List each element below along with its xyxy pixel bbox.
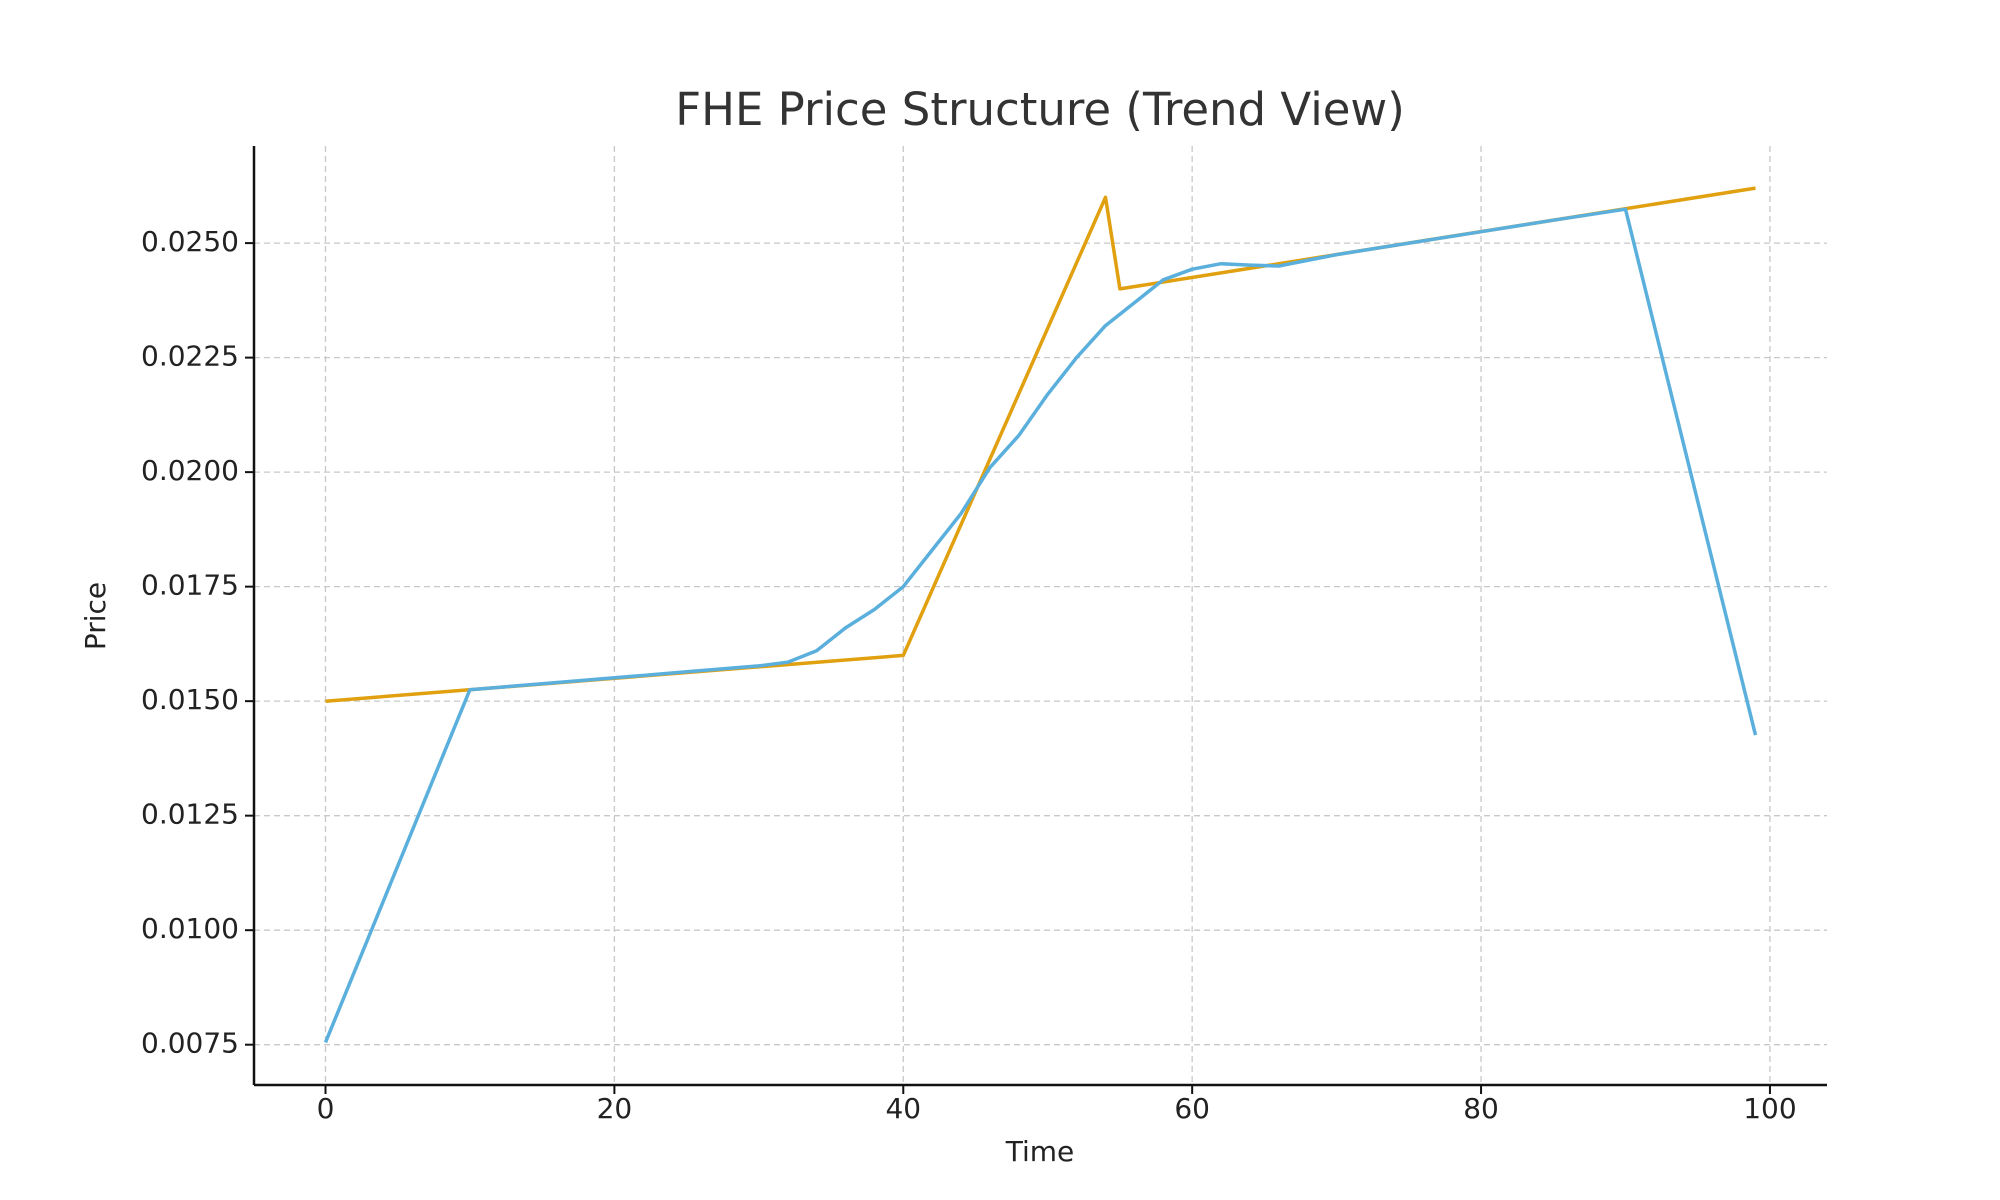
y-tick-label: 0.0250 [141,225,239,258]
x-tick-label: 0 [317,1092,335,1125]
y-tick-label: 0.0175 [141,569,239,602]
y-tick-label: 0.0100 [141,912,239,945]
y-tick-label: 0.0200 [141,454,239,487]
y-tick-label: 0.0075 [141,1027,239,1060]
y-tick-label: 0.0150 [141,683,239,716]
series-line [323,207,1758,1044]
x-tick-label: 80 [1463,1092,1499,1125]
chart-title: FHE Price Structure (Trend View) [675,83,1405,136]
x-tick-label: 40 [885,1092,921,1125]
x-axis-label: Time [1005,1135,1075,1168]
y-tick-label: 0.0225 [141,340,239,373]
series-line [325,186,1756,703]
y-axis-label: Price [79,582,112,650]
x-tick-label: 20 [597,1092,633,1125]
y-tick-label: 0.0125 [141,798,239,831]
x-tick-label: 60 [1174,1092,1210,1125]
x-tick-label: 100 [1743,1092,1796,1125]
